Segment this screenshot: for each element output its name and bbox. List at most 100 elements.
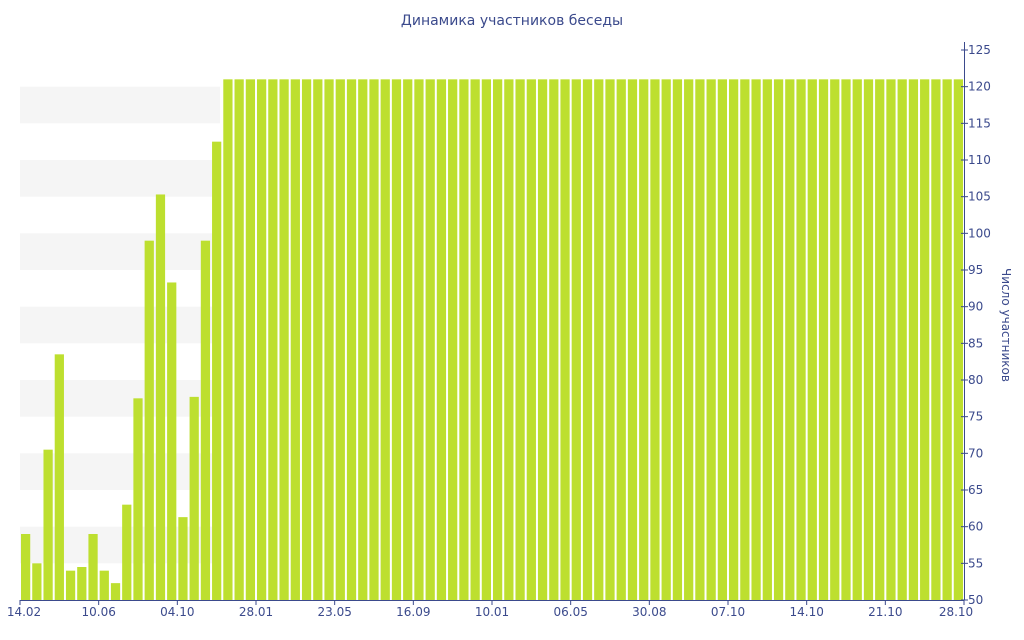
bar xyxy=(695,79,705,601)
bar xyxy=(54,354,64,600)
bar xyxy=(391,79,402,601)
bar xyxy=(234,79,244,601)
bar xyxy=(526,79,536,601)
bar xyxy=(751,79,761,601)
y-tick-label: 95 xyxy=(968,263,983,277)
x-tick-label: 10.06 xyxy=(81,605,115,619)
bar xyxy=(560,79,570,601)
bar xyxy=(920,79,930,601)
bar xyxy=(403,79,413,601)
bar xyxy=(133,398,143,600)
bar xyxy=(672,79,683,601)
bar xyxy=(268,79,278,601)
bar xyxy=(639,79,649,601)
bar xyxy=(99,570,109,600)
bar xyxy=(684,79,694,601)
bar xyxy=(706,79,716,601)
bar xyxy=(110,583,121,600)
bar xyxy=(279,79,289,601)
x-tick-label: 14.10 xyxy=(789,605,823,619)
bar xyxy=(77,567,87,600)
y-tick-label: 120 xyxy=(968,80,991,94)
bar xyxy=(605,79,615,601)
bar xyxy=(729,79,739,601)
y-tick-label: 115 xyxy=(968,116,991,130)
y-tick-label: 85 xyxy=(968,336,983,350)
bar xyxy=(301,79,312,601)
y-tick-label: 125 xyxy=(968,43,991,57)
x-tick-label: 06.05 xyxy=(553,605,587,619)
grid-band xyxy=(20,86,220,124)
grid-band xyxy=(20,380,220,417)
bar xyxy=(358,79,368,601)
bar xyxy=(661,79,671,601)
bar xyxy=(650,79,660,601)
bar xyxy=(21,534,31,600)
bar xyxy=(875,79,885,601)
y-tick-label: 105 xyxy=(968,190,991,204)
bar xyxy=(313,79,323,601)
bar xyxy=(212,141,222,600)
y-tick-label: 65 xyxy=(968,483,983,497)
y-tick-label: 90 xyxy=(968,300,983,314)
bar xyxy=(380,79,390,601)
bar xyxy=(740,79,750,601)
x-tick-label: 10.01 xyxy=(475,605,509,619)
bar xyxy=(436,79,447,601)
bar xyxy=(32,563,42,600)
bar xyxy=(582,79,593,601)
grid-band xyxy=(20,233,220,270)
bar xyxy=(897,79,907,601)
x-tick-label: 23.05 xyxy=(317,605,351,619)
bar xyxy=(335,79,345,601)
x-tick-label: 30.08 xyxy=(632,605,666,619)
bar xyxy=(324,79,334,601)
y-tick-label: 110 xyxy=(968,153,991,167)
bar xyxy=(571,79,581,601)
bar xyxy=(796,79,806,601)
x-tick-label: 07.10 xyxy=(711,605,745,619)
grid-band xyxy=(20,453,220,490)
bar xyxy=(886,79,896,601)
bar xyxy=(414,79,424,601)
bar xyxy=(346,79,357,601)
bar xyxy=(841,79,851,601)
grid-bands xyxy=(20,86,220,564)
x-tick-label: 28.01 xyxy=(239,605,273,619)
chart-title: Динамика участников беседы xyxy=(400,13,624,29)
y-tick-label: 55 xyxy=(968,556,983,570)
bar xyxy=(245,79,255,601)
bar xyxy=(43,449,53,600)
y-tick-label: 75 xyxy=(968,410,983,424)
x-tick-label: 16.09 xyxy=(396,605,430,619)
bar xyxy=(717,79,727,601)
x-tick-label: 21.10 xyxy=(868,605,902,619)
y-tick-label: 100 xyxy=(968,226,991,240)
bar xyxy=(818,79,829,601)
bar xyxy=(470,79,480,601)
bar xyxy=(178,517,188,600)
bars xyxy=(21,79,963,601)
bar xyxy=(931,79,941,601)
bar xyxy=(448,79,458,601)
y-axis: 50 55 60 65 70 75 80 85 90 95 100 105 110 115 120 125 xyxy=(961,42,991,607)
x-axis: 14.02 10.06 04.10 28.01 23.05 16.09 10.01 06.05… xyxy=(7,600,973,619)
bar xyxy=(616,79,626,601)
bar xyxy=(425,79,435,601)
bar xyxy=(785,79,795,601)
x-tick-label: 28.10 xyxy=(939,605,973,619)
y-tick-label: 60 xyxy=(968,520,983,534)
bar xyxy=(762,79,772,601)
bar xyxy=(122,504,132,600)
bar xyxy=(515,79,525,601)
bar xyxy=(459,79,469,601)
bar xyxy=(549,79,559,601)
y-tick-label: 50 xyxy=(968,593,983,607)
x-tick-label: 14.02 xyxy=(7,605,41,619)
bar xyxy=(908,79,919,601)
bar xyxy=(493,79,503,601)
bar xyxy=(65,570,76,600)
grid-band xyxy=(20,160,220,197)
grid-band xyxy=(20,306,220,344)
